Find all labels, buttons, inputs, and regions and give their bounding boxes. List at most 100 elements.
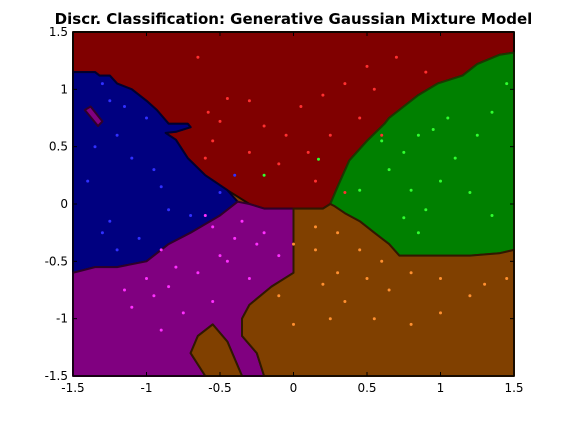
data-point: [387, 288, 391, 292]
data-point: [299, 105, 303, 108]
data-point: [206, 110, 210, 114]
data-point: [431, 128, 435, 131]
x-tick-label: 1.5: [504, 381, 523, 395]
data-point: [262, 231, 266, 235]
data-point: [145, 116, 148, 120]
x-tick-label: -1.5: [61, 381, 84, 395]
data-point: [394, 55, 398, 59]
data-point: [108, 219, 112, 223]
data-point: [387, 168, 391, 172]
data-point: [218, 254, 222, 258]
data-point: [416, 133, 420, 137]
data-point: [159, 185, 163, 189]
data-point: [380, 259, 384, 263]
data-point: [233, 173, 237, 177]
data-point: [292, 242, 295, 246]
data-point: [314, 248, 317, 252]
data-point: [211, 300, 215, 303]
data-point: [372, 87, 376, 91]
data-point: [225, 259, 229, 263]
data-point: [453, 156, 457, 160]
data-point: [409, 322, 413, 326]
data-point: [343, 191, 347, 194]
data-point: [380, 133, 384, 137]
data-point: [86, 179, 90, 183]
data-point: [262, 173, 266, 177]
data-point: [314, 225, 317, 229]
data-point: [159, 328, 163, 332]
data-point: [115, 133, 119, 137]
data-point: [343, 300, 347, 303]
data-point: [380, 139, 384, 143]
x-tick-label: 0: [290, 381, 298, 395]
data-point: [409, 188, 413, 192]
data-point: [314, 179, 317, 183]
data-point: [152, 168, 156, 172]
region-magenta-island: [83, 105, 104, 127]
data-point: [189, 214, 193, 217]
data-point: [505, 82, 509, 86]
data-point: [358, 248, 362, 252]
data-point: [211, 225, 215, 229]
data-point: [365, 64, 369, 68]
data-point: [409, 271, 413, 275]
data-point: [402, 150, 406, 154]
data-point: [321, 282, 325, 286]
data-point: [218, 119, 222, 123]
data-point: [225, 97, 229, 100]
data-point: [343, 82, 347, 86]
data-point: [240, 219, 244, 223]
y-tick-label: -1: [56, 312, 68, 326]
data-point: [284, 133, 288, 137]
data-point: [505, 277, 509, 280]
data-point: [203, 156, 207, 160]
data-point: [247, 277, 251, 280]
data-point: [372, 317, 376, 321]
data-point: [130, 305, 134, 309]
data-point: [196, 55, 200, 59]
data-point: [203, 214, 207, 217]
data-point: [292, 322, 295, 326]
y-tick-label: -0.5: [45, 254, 68, 268]
data-point: [446, 116, 450, 120]
x-tick-label: 0.5: [357, 381, 376, 395]
data-point: [321, 93, 325, 97]
data-point: [123, 288, 126, 292]
chart-title: Discr. Classification: Generative Gaussi…: [55, 10, 533, 28]
data-point: [468, 191, 472, 194]
data-point: [167, 285, 171, 289]
data-point: [358, 188, 362, 192]
axis-ticks: -1.5 -1 -0.5 0 0.5 1 1.5 -1.5 -1 -0.5 0 0.5 1 1.5: [45, 25, 524, 395]
data-point: [181, 311, 185, 315]
data-point: [365, 277, 369, 280]
region-orange: [241, 203, 515, 377]
data-point: [123, 105, 126, 108]
data-point: [115, 248, 119, 252]
data-point: [490, 214, 494, 217]
data-point: [93, 145, 97, 149]
data-point: [358, 116, 362, 120]
data-point: [100, 231, 104, 235]
data-point: [468, 294, 472, 298]
data-point: [328, 133, 332, 137]
data-point: [277, 254, 281, 258]
y-tick-label: 1: [60, 82, 68, 96]
y-tick-label: 1.5: [49, 25, 68, 39]
data-point: [483, 282, 487, 286]
data-point: [152, 294, 156, 298]
x-tick-label: 1: [437, 381, 445, 395]
data-point: [277, 294, 281, 298]
data-point: [416, 231, 420, 235]
data-point: [424, 70, 428, 74]
data-point: [247, 150, 251, 154]
data-point: [317, 157, 320, 161]
data-point: [100, 82, 104, 86]
data-point: [174, 265, 178, 269]
data-point: [490, 110, 494, 114]
data-point: [336, 231, 340, 235]
data-point: [402, 216, 406, 220]
data-point: [306, 150, 310, 154]
data-point: [108, 99, 112, 103]
data-point: [145, 277, 148, 280]
